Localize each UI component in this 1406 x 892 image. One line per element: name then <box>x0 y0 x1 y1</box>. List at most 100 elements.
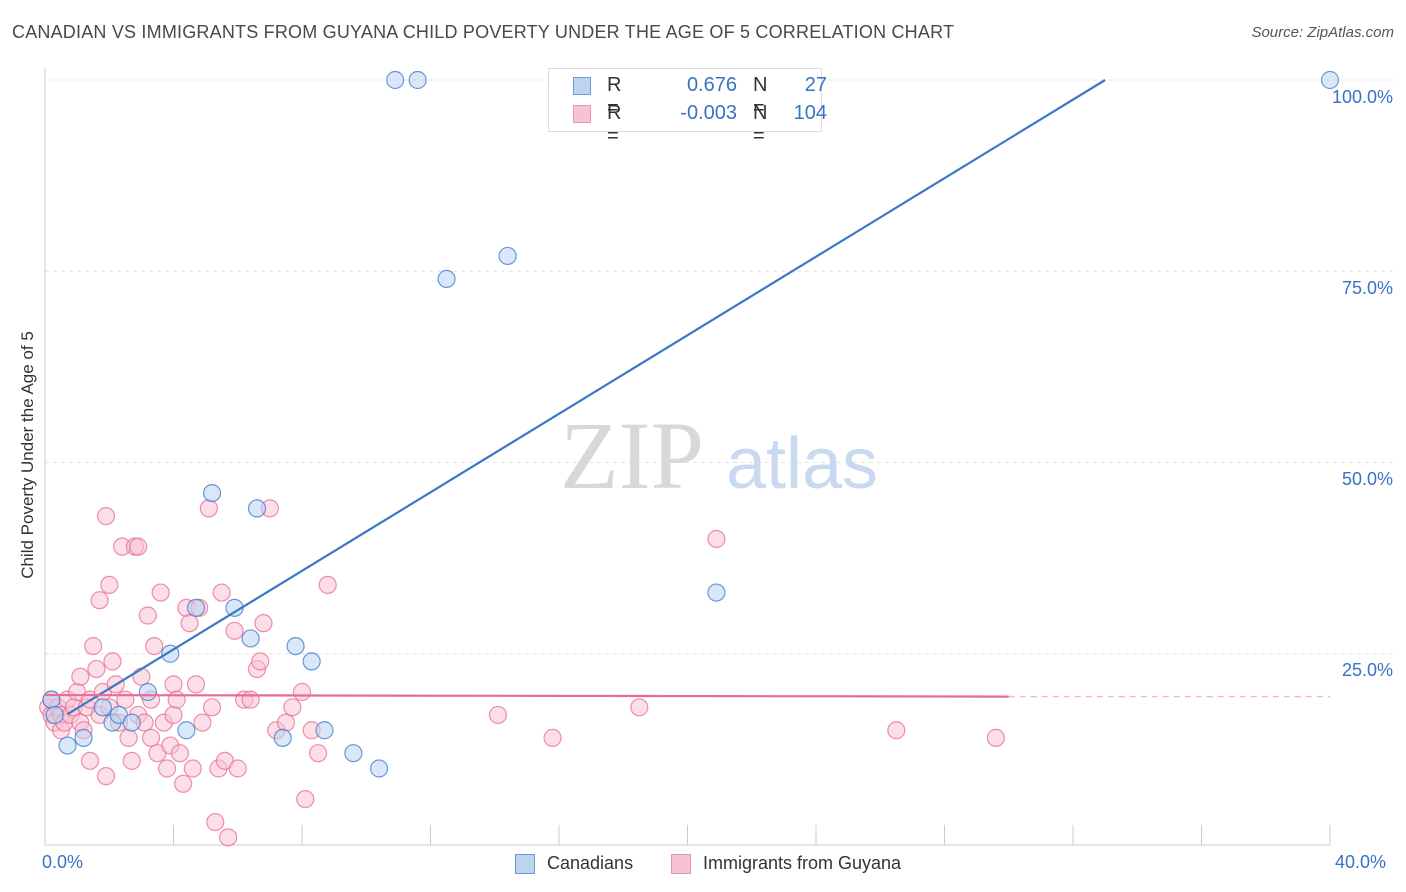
data-point <box>219 828 238 847</box>
data-point <box>276 713 296 732</box>
data-point <box>543 728 562 748</box>
legend-swatch-blue <box>573 77 591 95</box>
n-label: N = <box>753 102 768 147</box>
data-point <box>164 675 183 694</box>
stats-legend: R = 0.676 N = 27 R = -0.003 N = 104 <box>548 68 827 147</box>
data-point <box>241 629 260 648</box>
data-point <box>90 591 109 610</box>
data-point <box>707 583 726 602</box>
data-point <box>129 537 148 556</box>
watermark-zip: ZIP <box>560 402 704 509</box>
watermark-atlas: atlas <box>726 424 878 504</box>
trend-line <box>44 693 1009 698</box>
data-point <box>202 698 222 717</box>
data-point <box>183 759 202 778</box>
data-point <box>138 682 157 702</box>
data-point <box>247 499 267 518</box>
data-point <box>315 721 334 740</box>
n-value: 104 <box>793 102 827 124</box>
r-label: R = <box>607 102 622 147</box>
data-point <box>292 682 312 702</box>
data-point <box>186 675 206 694</box>
data-point <box>193 713 212 732</box>
data-point <box>283 698 302 717</box>
data-point <box>145 636 164 656</box>
data-point <box>167 690 186 709</box>
r-value: -0.003 <box>680 102 737 124</box>
y-axis-label: Child Poverty Under the Age of 5 <box>18 331 37 579</box>
data-point <box>308 744 328 763</box>
legend-label: Immigrants from Guyana <box>703 853 902 873</box>
data-point <box>887 721 906 740</box>
data-point <box>1320 70 1340 90</box>
chart-title: CANADIAN VS IMMIGRANTS FROM GUYANA CHILD… <box>12 22 955 42</box>
watermark: ZIP atlas <box>560 402 878 509</box>
data-point <box>386 70 405 90</box>
data-point <box>225 621 244 640</box>
data-point <box>241 690 260 709</box>
data-point <box>87 659 106 679</box>
y-tick-label: 50.0% <box>1341 469 1393 489</box>
data-point <box>228 759 247 778</box>
legend-swatch-blue <box>515 854 535 874</box>
data-point <box>174 774 193 793</box>
data-point <box>170 744 190 763</box>
data-point <box>286 636 305 656</box>
data-point <box>212 583 231 602</box>
data-point <box>141 728 161 748</box>
x-tick-label: 40.0% <box>1335 852 1387 872</box>
trend-lines <box>44 79 1330 716</box>
data-point <box>707 529 726 549</box>
data-point <box>42 690 61 709</box>
data-point <box>202 484 222 503</box>
data-point <box>408 70 427 90</box>
data-point <box>132 667 151 686</box>
data-point <box>93 698 112 717</box>
legend-swatch-pink <box>671 854 691 874</box>
data-point <box>302 652 321 671</box>
data-point <box>370 759 389 778</box>
data-point <box>58 736 77 755</box>
legend-label: Canadians <box>547 853 634 873</box>
data-point <box>45 705 64 725</box>
x-tick-label: 0.0% <box>42 852 84 872</box>
data-point <box>498 246 517 266</box>
r-value: 0.676 <box>686 74 737 96</box>
data-point <box>138 606 157 625</box>
legend-swatch-pink <box>573 105 591 123</box>
data-point <box>251 652 270 671</box>
r-label: R = <box>607 74 622 119</box>
data-point <box>122 751 141 770</box>
data-point <box>71 667 90 686</box>
data-point <box>186 598 206 617</box>
data-point <box>986 728 1006 748</box>
data-point <box>122 713 141 732</box>
data-point <box>157 759 177 778</box>
data-point <box>199 499 218 518</box>
data-point <box>437 269 456 288</box>
data-point <box>151 583 170 602</box>
data-point <box>80 751 100 770</box>
data-point <box>84 636 103 656</box>
data-point <box>296 789 315 809</box>
data-point <box>206 812 225 832</box>
y-tick-label: 25.0% <box>1341 660 1393 680</box>
n-label: N = <box>753 74 768 119</box>
data-point <box>164 705 183 725</box>
data-point <box>318 575 337 595</box>
data-point <box>100 575 119 595</box>
data-point <box>96 506 116 526</box>
data-point <box>96 767 116 786</box>
data-point <box>254 614 273 633</box>
y-tick-label: 75.0% <box>1341 278 1393 298</box>
data-point <box>344 744 363 763</box>
data-point <box>103 652 122 671</box>
data-point <box>74 728 93 748</box>
trend-line <box>66 79 1106 716</box>
data-point <box>630 698 649 717</box>
data-point <box>273 728 292 748</box>
n-value: 27 <box>804 74 827 96</box>
data-point <box>488 705 508 725</box>
y-tick-label: 100.0% <box>1331 87 1393 107</box>
